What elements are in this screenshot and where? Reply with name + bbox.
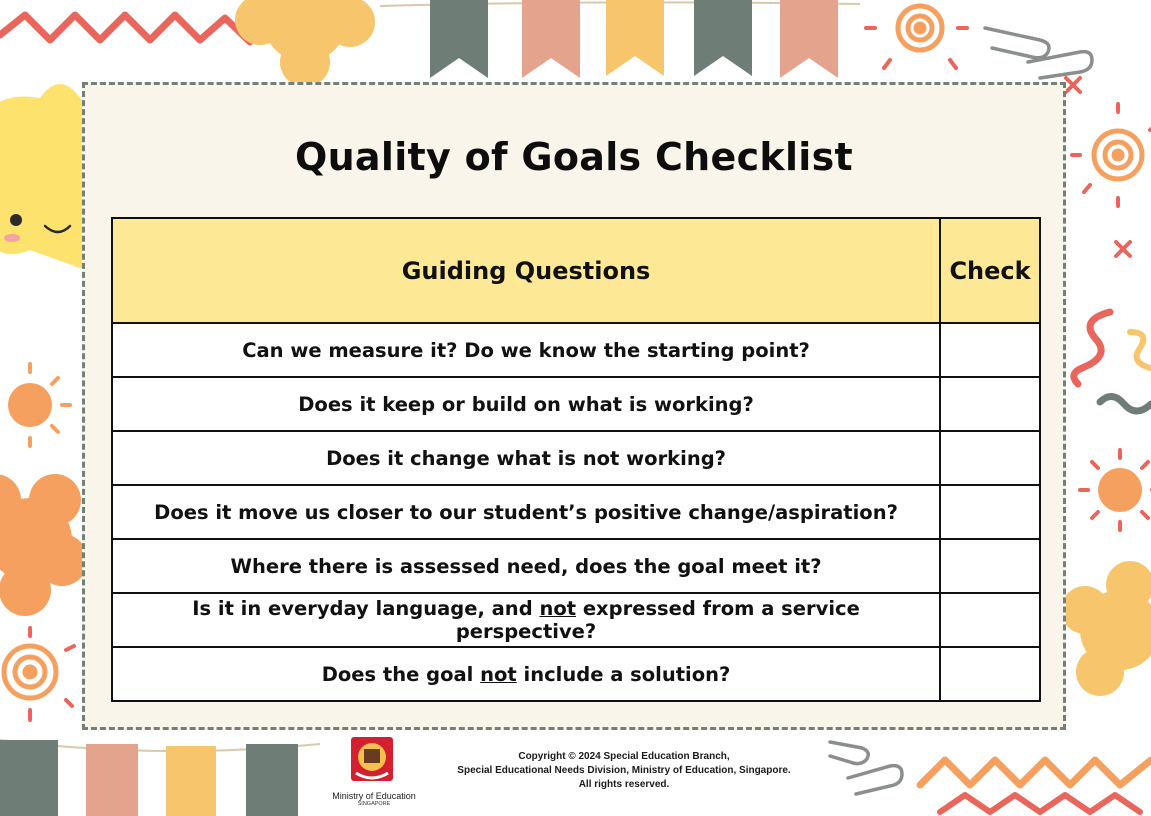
- table-row: Does the goal not include a solution?: [110, 646, 1041, 702]
- sun-icon: [1078, 448, 1151, 532]
- question-text: Does it change what is not working?: [326, 446, 726, 470]
- spiral-icon: [1091, 128, 1145, 182]
- flower-icon: [1061, 561, 1151, 696]
- footer: Ministry of Education SINGAPORE Copyrigh…: [326, 737, 826, 807]
- copyright-line: Copyright © 2024 Special Education Branc…: [518, 751, 730, 762]
- check-cell[interactable]: [939, 484, 1041, 540]
- check-cell[interactable]: [939, 592, 1041, 648]
- squiggle-icon: [1070, 308, 1114, 388]
- guiding-question-cell: Does it change what is not working?: [110, 430, 942, 486]
- logo-name: Ministry of Education: [332, 791, 416, 801]
- table-row: Where there is assessed need, does the g…: [110, 538, 1041, 594]
- question-text: Can we measure it? Do we know the starti…: [242, 338, 810, 362]
- table-row: Does it change what is not working?: [110, 430, 1041, 486]
- check-cell[interactable]: [939, 376, 1041, 432]
- sun-icon: [864, 26, 969, 70]
- moe-crest-icon: [351, 737, 393, 781]
- question-text: Does it keep or build on what is working…: [298, 392, 754, 416]
- guiding-question-cell: Does it keep or build on what is working…: [110, 376, 942, 432]
- flower-icon: [0, 474, 88, 616]
- table-row: Is it in everyday language, and not expr…: [110, 592, 1041, 648]
- guiding-question-cell: Where there is assessed need, does the g…: [110, 538, 942, 594]
- guiding-question-cell: Is it in everyday language, and not expr…: [110, 592, 942, 648]
- sun-icon: [1070, 102, 1151, 208]
- check-cell[interactable]: [939, 322, 1041, 378]
- bunting-flag-icon: [0, 739, 321, 816]
- check-cell[interactable]: [939, 538, 1041, 594]
- copyright-line: Special Educational Needs Division, Mini…: [457, 765, 791, 776]
- header-guiding-questions: Guiding Questions: [110, 217, 942, 324]
- question-text: Where there is assessed need, does the g…: [230, 554, 822, 578]
- header-check: Check: [939, 217, 1041, 324]
- check-cell[interactable]: [939, 430, 1041, 486]
- copyright-notice: Copyright © 2024 Special Education Branc…: [434, 750, 814, 792]
- table-row: Can we measure it? Do we know the starti…: [110, 322, 1041, 378]
- guiding-question-cell: Can we measure it? Do we know the starti…: [110, 322, 942, 378]
- question-text: Does it move us closer to our student’s …: [154, 500, 898, 524]
- copyright-line: All rights reserved.: [578, 779, 670, 790]
- cross-icon: [1064, 76, 1132, 258]
- guiding-question-cell: Does the goal not include a solution?: [110, 646, 942, 702]
- question-text: Does the goal: [321, 662, 481, 686]
- checklist-table: Guiding Questions Check Can we measure i…: [110, 217, 1041, 702]
- zigzag-icon: [937, 792, 1143, 815]
- sun-icon: [28, 626, 76, 722]
- logo-subtitle: SINGAPORE: [357, 801, 391, 807]
- checklist-card: Quality of Goals Checklist Guiding Quest…: [82, 82, 1066, 730]
- guiding-question-cell: Does it move us closer to our student’s …: [110, 484, 942, 540]
- table-header-row: Guiding Questions Check: [110, 217, 1041, 324]
- bunting-flag-icon: [379, 0, 861, 78]
- sun-icon: [8, 362, 72, 448]
- flower-icon: [235, 0, 375, 87]
- checklist-rows: Can we measure it? Do we know the starti…: [110, 322, 1041, 702]
- page-title: Quality of Goals Checklist: [294, 135, 854, 179]
- emphasis-text: not: [480, 662, 517, 686]
- squiggle-icon: [1127, 329, 1151, 371]
- squiggle-icon: [1096, 393, 1151, 415]
- question-text: include a solution?: [516, 662, 731, 686]
- spiral-icon: [895, 3, 945, 53]
- zigzag-icon: [916, 756, 1151, 789]
- table-row: Does it move us closer to our student’s …: [110, 484, 1041, 540]
- question-text: expressed from a service perspective?: [455, 597, 860, 643]
- check-cell[interactable]: [939, 646, 1041, 702]
- emphasis-text: not: [539, 597, 577, 620]
- spiral-icon: [1, 643, 59, 701]
- table-row: Does it keep or build on what is working…: [110, 376, 1041, 432]
- question-text: Is it in everyday language, and: [192, 597, 540, 620]
- zigzag-icon: [0, 11, 254, 46]
